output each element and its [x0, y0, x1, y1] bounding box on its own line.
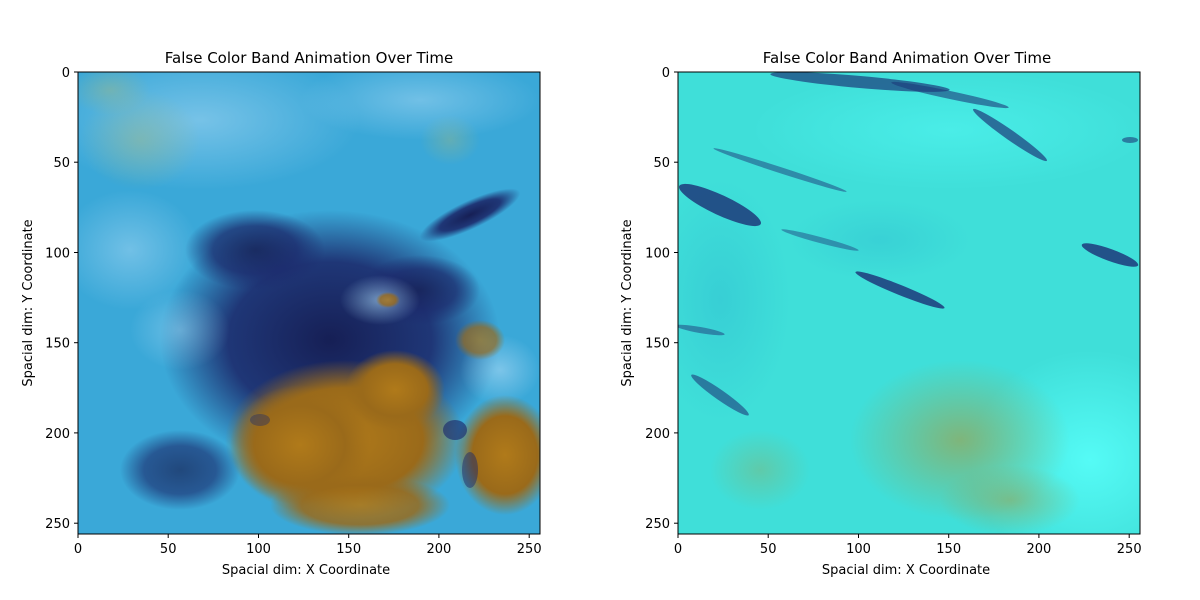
- right-x-tick-label: 100: [846, 542, 871, 557]
- left-y-tick-label: 50: [53, 156, 70, 171]
- right-satellite-image: [678, 72, 1140, 534]
- left-y-tick-label: 200: [45, 427, 70, 442]
- left-x-ticks: 0 50 100 150 200 250: [74, 534, 542, 557]
- right-x-ticks: 0 50 100 150 200 250: [674, 534, 1142, 557]
- left-x-tick-label: 100: [246, 542, 271, 557]
- right-y-tick-label: 100: [645, 247, 670, 262]
- right-x-tick-label: 150: [936, 542, 961, 557]
- left-y-axis-label: Spacial dim: Y Coordinate: [21, 219, 36, 386]
- right-panel: False Color Band Animation Over Time: [620, 49, 1142, 578]
- right-axes-frame: [677, 71, 1141, 535]
- right-panel-title: False Color Band Animation Over Time: [763, 49, 1051, 67]
- left-y-tick-label: 100: [45, 247, 70, 262]
- right-x-axis-label: Spacial dim: X Coordinate: [822, 563, 990, 578]
- right-y-ticks: 0 50 100 150 200 250: [645, 66, 678, 532]
- right-x-tick-label: 0: [674, 542, 682, 557]
- right-y-tick-label: 50: [653, 156, 670, 171]
- left-satellite-image: [78, 72, 540, 534]
- left-panel: False Color Band Animation Over Time: [21, 49, 542, 578]
- left-x-tick-label: 250: [517, 542, 542, 557]
- left-x-tick-label: 0: [74, 542, 82, 557]
- right-y-tick-label: 150: [645, 337, 670, 352]
- left-x-tick-label: 50: [160, 542, 177, 557]
- left-x-tick-label: 200: [426, 542, 451, 557]
- left-y-ticks: 0 50 100 150 200 250: [45, 66, 78, 532]
- left-y-tick-label: 0: [62, 66, 70, 81]
- right-y-axis-label: Spacial dim: Y Coordinate: [620, 219, 635, 386]
- left-x-axis-label: Spacial dim: X Coordinate: [222, 563, 390, 578]
- right-y-tick-label: 200: [645, 427, 670, 442]
- right-y-tick-label: 0: [662, 66, 670, 81]
- left-x-tick-label: 150: [336, 542, 361, 557]
- left-y-tick-label: 250: [45, 517, 70, 532]
- right-x-tick-label: 200: [1026, 542, 1051, 557]
- left-panel-title: False Color Band Animation Over Time: [165, 49, 453, 67]
- right-x-tick-label: 50: [760, 542, 777, 557]
- left-y-tick-label: 150: [45, 337, 70, 352]
- left-axes-frame: [77, 71, 541, 535]
- right-y-tick-label: 250: [645, 517, 670, 532]
- right-x-tick-label: 250: [1117, 542, 1142, 557]
